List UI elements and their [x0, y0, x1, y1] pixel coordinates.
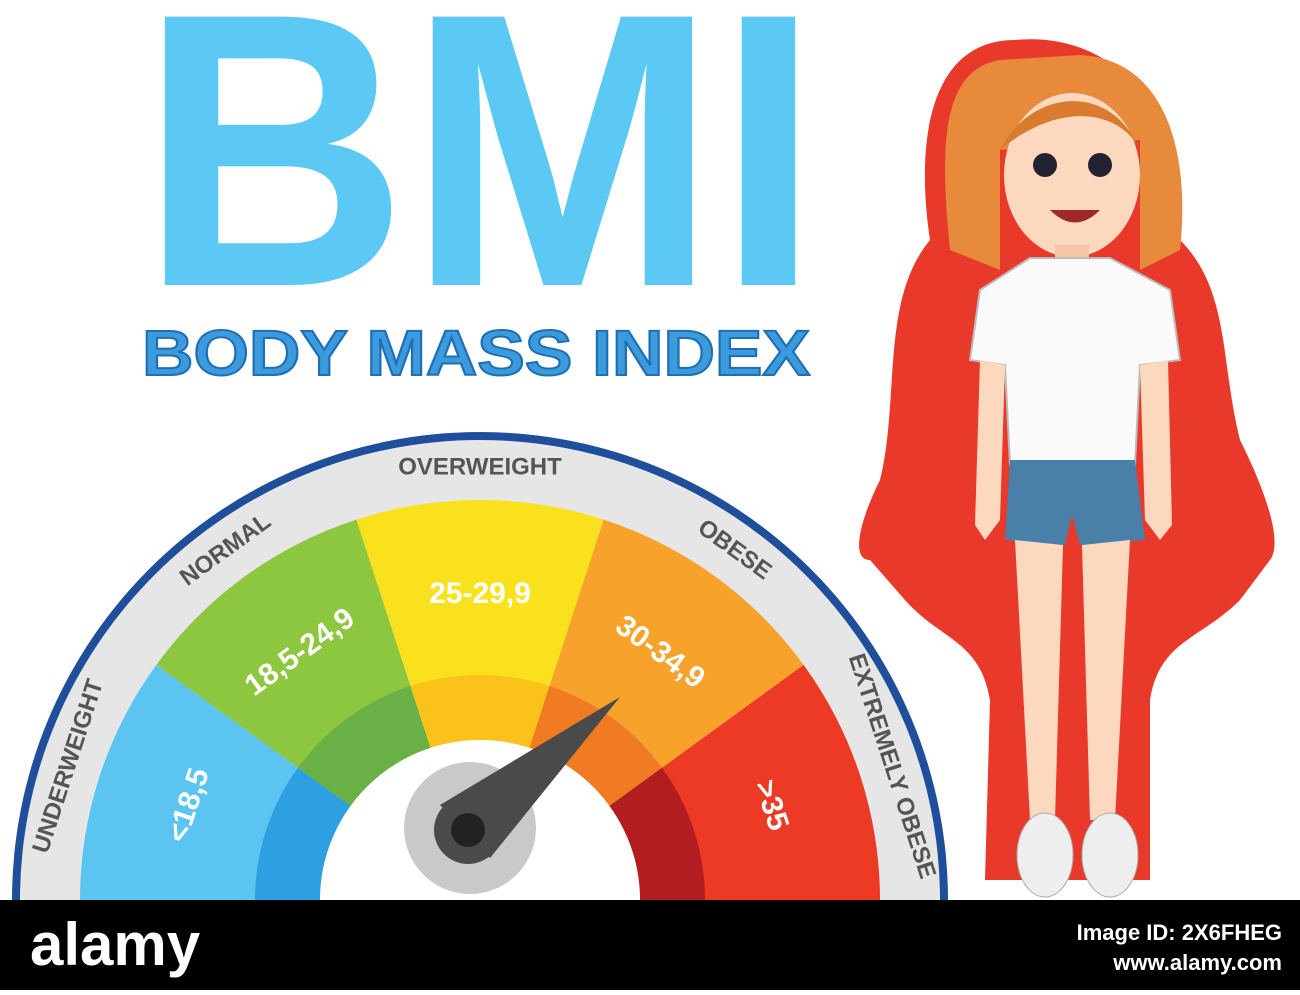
- footer-bar: [0, 900, 1300, 990]
- eye: [1088, 153, 1112, 177]
- brand: alamy: [30, 911, 201, 978]
- subtitle: BODY MASS INDEX: [142, 317, 810, 389]
- arms: [975, 360, 1172, 540]
- title: BMI: [140, 0, 820, 368]
- shoe: [1016, 812, 1074, 898]
- segment-inner: [529, 686, 663, 806]
- category-label: OVERWEIGHT: [398, 453, 562, 480]
- image-id: Image ID: 2X6FHEG: [1077, 920, 1282, 945]
- segment-inner: [410, 675, 550, 748]
- eye: [1033, 153, 1057, 177]
- segment-inner: [297, 686, 431, 806]
- illustration: [859, 39, 1275, 898]
- gauge: UNDERWEIGHT <18,5NORMAL18,5-24,9OVERWEIGH…: [27, 453, 941, 900]
- segment-inner: [255, 767, 351, 900]
- segment-inner: [609, 767, 705, 900]
- hub-dot: [451, 813, 485, 847]
- url: www.alamy.com: [1112, 950, 1282, 975]
- shoe: [1081, 812, 1139, 898]
- range-label: 25-29,9: [429, 577, 531, 610]
- face: [1004, 93, 1140, 257]
- legs: [1015, 540, 1130, 820]
- shorts: [1005, 460, 1145, 545]
- hair: [945, 55, 1183, 270]
- mouth: [1050, 210, 1100, 223]
- bangs: [1000, 101, 1140, 150]
